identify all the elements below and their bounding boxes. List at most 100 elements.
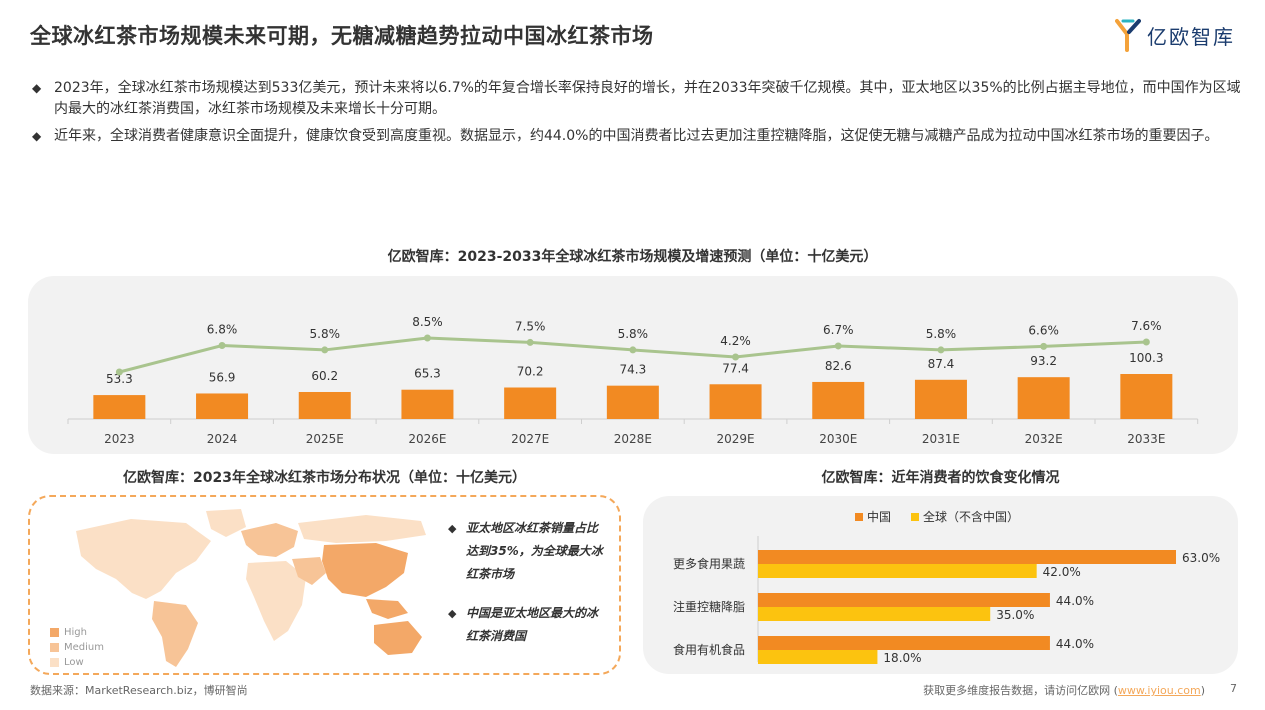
market-size-panel: 53.3 2023 56.9 2024 60.2 2025E 65.3 2026E 70.2 20…: [28, 276, 1238, 454]
diamond-icon: ◆: [448, 522, 457, 535]
bar: [812, 381, 865, 419]
growth-point: [526, 338, 534, 346]
bar: [298, 391, 351, 419]
growth-point: [732, 353, 740, 361]
x-tick-label: 2031E: [922, 432, 960, 446]
x-tick-label: 2032E: [1025, 432, 1063, 446]
legend-label: 中国: [867, 509, 891, 524]
bar: [504, 387, 557, 419]
hbar: [758, 564, 1037, 578]
legend-swatch: [50, 643, 59, 652]
legend-label: High: [64, 627, 87, 638]
hbar-value-label: 44.0%: [1056, 594, 1094, 608]
hbar: [758, 593, 1050, 607]
hbar-value-label: 44.0%: [1056, 637, 1094, 651]
growth-label: 5.8%: [926, 327, 957, 341]
hbar-value-label: 35.0%: [996, 608, 1034, 622]
growth-label: 5.8%: [310, 327, 341, 341]
growth-label: 6.7%: [823, 323, 854, 337]
iyiou-link[interactable]: www.iyiou.com: [1117, 684, 1201, 697]
bar-value-label: 60.2: [311, 369, 338, 383]
bullet-item: ◆ 近年来，全球消费者健康意识全面提升，健康饮食受到高度重视。数据显示，约44.…: [32, 126, 1242, 147]
legend-label: Low: [64, 657, 84, 668]
bar-value-label: 74.3: [619, 363, 646, 377]
map-australia: [374, 621, 422, 655]
growth-label: 6.6%: [1028, 323, 1059, 337]
x-tick-label: 2026E: [408, 432, 446, 446]
growth-label: 7.6%: [1131, 319, 1162, 333]
bar: [709, 384, 762, 419]
growth-point: [834, 342, 842, 350]
bar: [914, 379, 967, 419]
hbar: [758, 550, 1176, 564]
hbar-value-label: 42.0%: [1043, 565, 1081, 579]
map-north-america: [76, 519, 211, 599]
hbar: [758, 650, 878, 664]
map-note: ◆ 中国是亚太地区最大的冰红茶消费国: [448, 602, 608, 648]
x-tick-label: 2030E: [819, 432, 857, 446]
growth-point: [115, 368, 123, 376]
growth-point: [629, 346, 637, 354]
bar-value-label: 56.9: [209, 370, 236, 384]
bar-value-label: 87.4: [928, 357, 955, 371]
hbar: [758, 607, 991, 621]
bar: [196, 393, 249, 419]
hbar-value-label: 18.0%: [883, 651, 921, 665]
diet-change-chart-title: 亿欧智库：近年消费者的饮食变化情况: [821, 470, 1060, 486]
legend-swatch: [50, 628, 59, 637]
x-tick-label: 2029E: [716, 432, 754, 446]
x-tick-label: 2028E: [614, 432, 652, 446]
growth-point: [423, 334, 431, 342]
growth-point: [321, 346, 329, 354]
map-south-america: [152, 601, 198, 667]
footer-note: 获取更多维度报告数据，请访问亿欧网 (www.iyiou.com): [923, 682, 1205, 698]
x-tick-label: 2024: [207, 432, 238, 446]
x-tick-label: 2033E: [1127, 432, 1165, 446]
diamond-icon: ◆: [32, 81, 42, 95]
legend-swatch: [855, 513, 863, 521]
growth-label: 6.8%: [207, 323, 238, 337]
summary-bullets: ◆ 2023年，全球冰红茶市场规模达到533亿美元，预计未来将以6.7%的年复合…: [32, 78, 1242, 153]
bar-value-label: 77.4: [722, 361, 749, 375]
hbar-value-label: 63.0%: [1182, 551, 1220, 565]
category-label: 注重控糖降脂: [673, 599, 745, 614]
bar-value-label: 70.2: [517, 365, 544, 379]
bar-value-label: 65.3: [414, 367, 441, 381]
bullet-item: ◆ 2023年，全球冰红茶市场规模达到533亿美元，预计未来将以6.7%的年复合…: [32, 78, 1242, 120]
brand-logo: 亿欧智库: [1115, 18, 1235, 52]
x-tick-label: 2023: [104, 432, 135, 446]
map-note-text: 亚太地区冰红茶销量占比达到35%，为全球最大冰红茶市场: [466, 521, 603, 581]
map-europe: [241, 523, 298, 557]
growth-point: [937, 346, 945, 354]
map-middle-east: [292, 557, 326, 585]
legend-swatch: [911, 513, 919, 521]
bar-value-label: 53.3: [106, 372, 133, 386]
growth-label: 7.5%: [515, 319, 546, 333]
map-note-text: 中国是亚太地区最大的冰红茶消费国: [466, 606, 599, 643]
page-number: 7: [1230, 682, 1237, 695]
diamond-icon: ◆: [448, 607, 457, 620]
diamond-icon: ◆: [32, 129, 42, 143]
map-legend: High Medium Low: [50, 625, 104, 670]
world-map-panel: High Medium Low ◆ 亚太地区冰红茶销量占比达到35%，为全球最大…: [28, 495, 621, 675]
bullet-text: 2023年，全球冰红茶市场规模达到533亿美元，预计未来将以6.7%的年复合增长…: [54, 80, 1241, 117]
map-asia-pacific: [322, 543, 408, 597]
legend-item: Medium: [50, 640, 104, 655]
growth-point: [1040, 342, 1048, 350]
bar: [606, 385, 659, 419]
page-title: 全球冰红茶市场规模未来可期，无糖减糖趋势拉动中国冰红茶市场: [30, 24, 654, 48]
market-size-chart: 53.3 2023 56.9 2024 60.2 2025E 65.3 2026E 70.2 20…: [67, 315, 1199, 446]
map-southeast-asia: [366, 599, 408, 619]
diet-change-chart: 中国 全球（不含中国） 更多食用果蔬 63.0% 42.0% 注重控糖降脂 44.0% 35.…: [673, 509, 1220, 665]
growth-point: [1142, 338, 1150, 346]
map-russia: [298, 515, 426, 543]
bar: [1120, 374, 1173, 419]
logo-text: 亿欧智库: [1147, 24, 1235, 49]
legend-label: Medium: [64, 642, 104, 653]
bar: [93, 395, 146, 419]
bar: [1017, 377, 1070, 419]
legend-item: Low: [50, 655, 104, 670]
footer-prefix: 获取更多维度报告数据，请访问亿欧网 (: [923, 684, 1118, 697]
category-label: 食用有机食品: [673, 642, 745, 657]
map-greenland: [206, 509, 246, 537]
